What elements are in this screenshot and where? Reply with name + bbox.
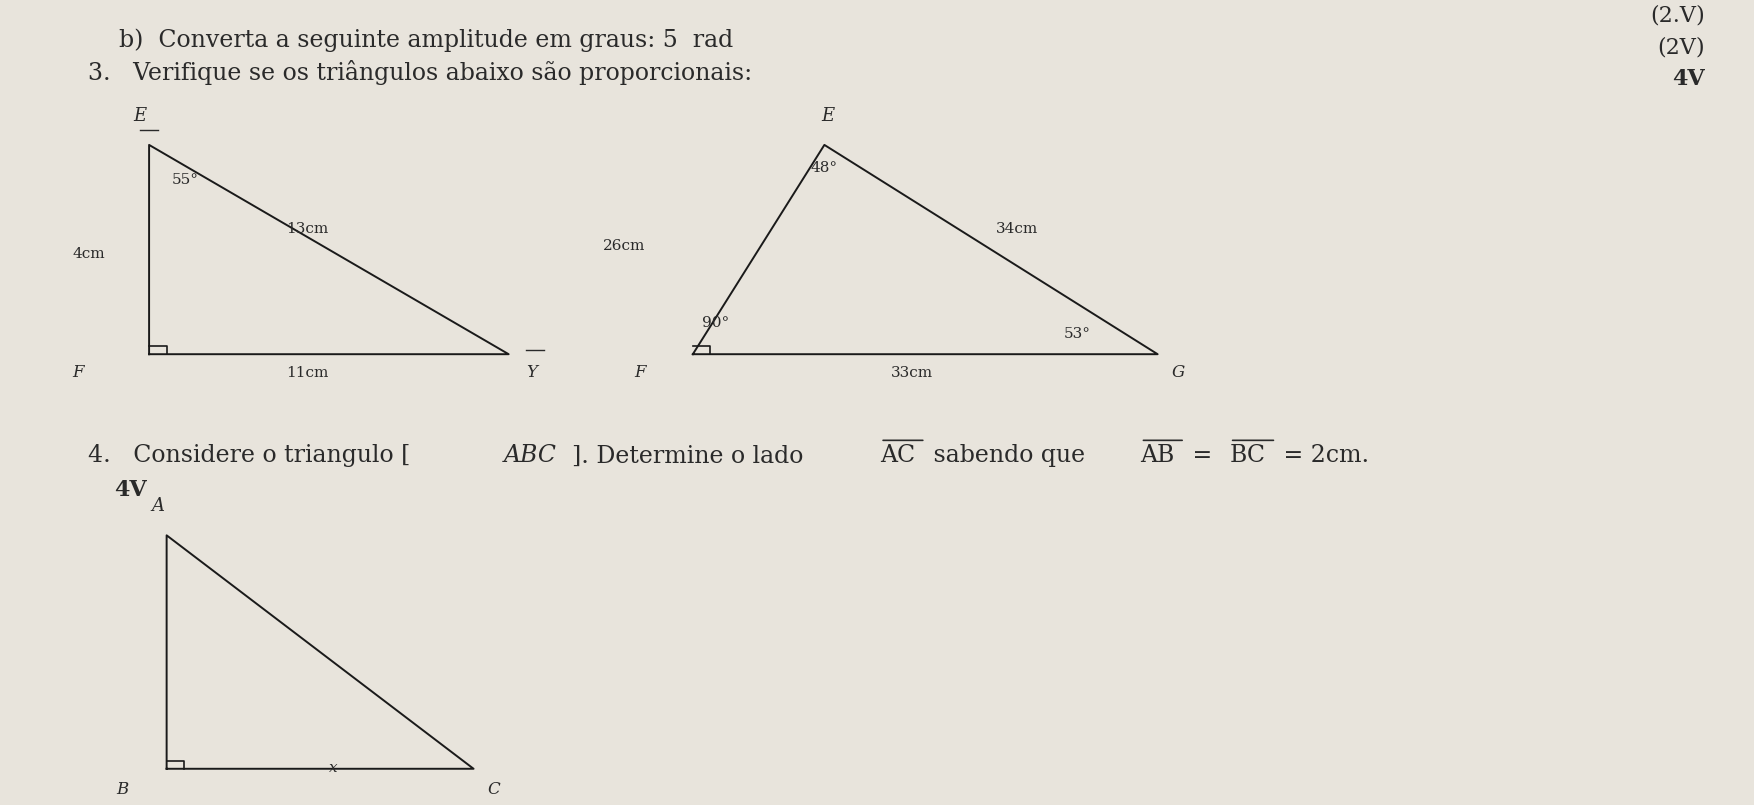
Text: (2V): (2V) [1658, 36, 1705, 58]
Text: 4V: 4V [1672, 68, 1705, 90]
Text: = 2cm.: = 2cm. [1277, 444, 1370, 468]
Text: B: B [118, 781, 128, 798]
Text: x: x [330, 761, 337, 774]
Text: Y: Y [526, 364, 537, 381]
Text: 11cm: 11cm [286, 366, 328, 380]
Text: A: A [151, 497, 165, 515]
Text: 3.   Verifique se os triângulos abaixo são proporcionais:: 3. Verifique se os triângulos abaixo são… [88, 60, 752, 85]
Text: F: F [633, 364, 645, 381]
Text: 33cm: 33cm [891, 366, 933, 380]
Text: 90°: 90° [702, 316, 730, 330]
Text: ]. Determine o lado: ]. Determine o lado [572, 444, 810, 468]
Text: 26cm: 26cm [603, 238, 645, 253]
Text: ABC: ABC [503, 444, 556, 468]
Text: =: = [1186, 444, 1219, 468]
Text: (2.V): (2.V) [1651, 4, 1705, 26]
Text: b)  Converta a seguinte amplitude em graus: 5  rad: b) Converta a seguinte amplitude em grau… [119, 28, 733, 52]
Text: 53°: 53° [1065, 328, 1091, 341]
Text: G: G [1172, 364, 1186, 381]
Text: E: E [133, 107, 147, 125]
Text: sabendo que: sabendo que [926, 444, 1093, 468]
Text: AC: AC [881, 444, 916, 468]
Text: AB: AB [1140, 444, 1175, 468]
Text: 4.   Considere o triangulo [: 4. Considere o triangulo [ [88, 444, 410, 468]
Text: 55°: 55° [172, 173, 198, 187]
Text: BC: BC [1230, 444, 1266, 468]
Text: E: E [821, 107, 835, 125]
Text: F: F [72, 364, 84, 381]
Text: 48°: 48° [810, 161, 837, 175]
Text: 13cm: 13cm [286, 222, 328, 237]
Text: 34cm: 34cm [996, 222, 1038, 237]
Text: C: C [488, 781, 500, 798]
Text: 4cm: 4cm [72, 246, 105, 261]
Text: 4V: 4V [114, 479, 147, 501]
